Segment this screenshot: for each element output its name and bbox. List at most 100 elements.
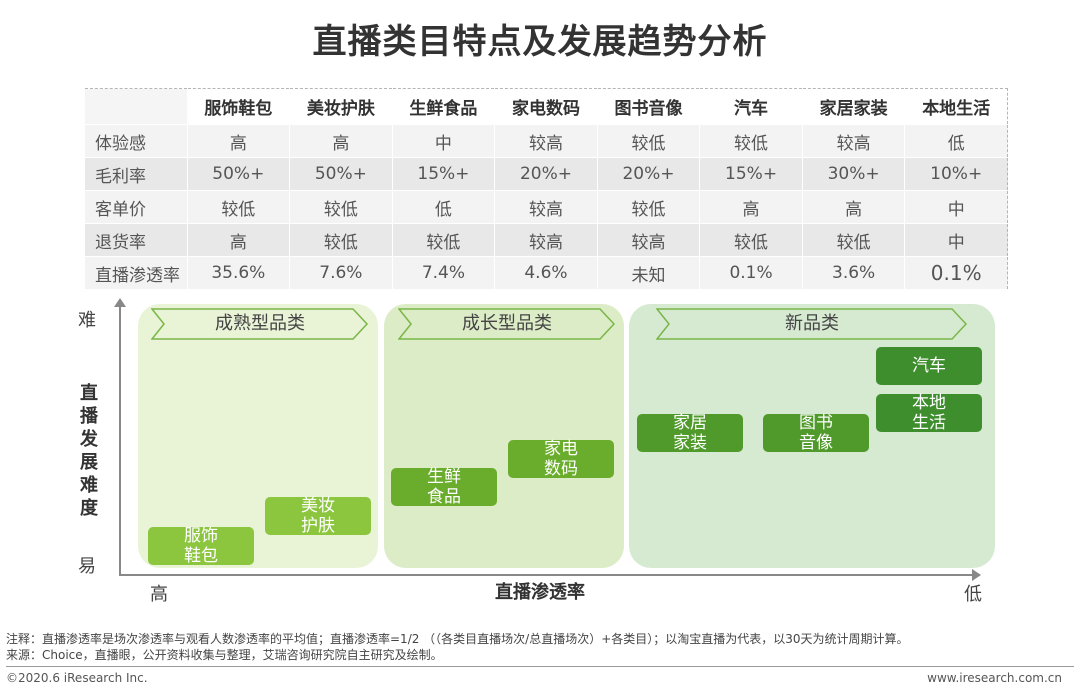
y-axis-title: 直播发展难度	[80, 383, 98, 519]
x-axis-line	[119, 574, 973, 576]
category-box-auto: 汽车	[876, 347, 982, 385]
category-box-label: 服饰鞋包	[183, 526, 218, 566]
category-box-fresh-food: 生鲜食品	[391, 467, 497, 507]
category-box-label: 生鲜食品	[426, 467, 461, 507]
table-cell: 较低	[289, 190, 393, 224]
zone-label-mature: 成熟型品类	[151, 308, 369, 340]
row-label: 客单价	[84, 190, 188, 224]
x-axis-right-label: 低	[964, 584, 982, 605]
note-line: 注释：直播渗透率是场次渗透率与观看人数渗透率的平均值；直播渗透率=1/2 （（各…	[6, 632, 909, 646]
x-axis-left-label: 高	[150, 584, 168, 605]
table-header-cell: 汽车	[699, 88, 803, 125]
row-label: 体验感	[84, 124, 188, 158]
table-cell: 较低	[289, 223, 393, 257]
table-cell: 较高	[596, 223, 700, 257]
table-row: 直播渗透率 35.6% 7.6% 7.4% 4.6% 未知 0.1% 3.6% …	[84, 256, 1008, 290]
table-cell: 7.6%	[289, 256, 393, 290]
table-cell: 0.1%	[904, 256, 1008, 290]
category-box-electronics: 家电数码	[508, 439, 614, 479]
y-axis-line	[119, 304, 121, 576]
table-cell: 较高	[801, 124, 905, 158]
table-cell: 20%+	[494, 157, 598, 191]
table-cell: 较高	[494, 223, 598, 257]
table-cell: 较低	[186, 190, 290, 224]
row-label: 直播渗透率	[84, 256, 188, 290]
table-cell: 7.4%	[391, 256, 495, 290]
table-cell: 中	[391, 124, 495, 158]
table-header-cell: 本地生活	[904, 88, 1008, 125]
category-box-apparel: 服饰鞋包	[148, 526, 254, 566]
chevron-shape	[398, 308, 616, 340]
table-cell: 高	[801, 190, 905, 224]
table-cell: 较低	[699, 124, 803, 158]
table-cell: 中	[904, 190, 1008, 224]
footer-divider	[6, 666, 1074, 667]
table-cell: 30%+	[801, 157, 905, 191]
zone-label-new: 新品类	[656, 308, 968, 340]
category-box-label: 汽车	[911, 356, 946, 376]
category-box-label: 图书音像	[798, 413, 833, 453]
table-cell: 高	[186, 223, 290, 257]
x-axis-arrow-icon	[972, 569, 981, 581]
table-cell: 0.1%	[699, 256, 803, 290]
category-table: 服饰鞋包 美妆护肤 生鲜食品 家电数码 图书音像 汽车 家居家装 本地生活 体验…	[84, 88, 1008, 290]
table-cell: 4.6%	[494, 256, 598, 290]
zone-label-text: 成熟型品类	[215, 313, 305, 334]
table-row: 毛利率 50%+ 50%+ 15%+ 20%+ 20%+ 15%+ 30%+ 1…	[84, 157, 1008, 191]
table-cell: 20%+	[596, 157, 700, 191]
table-header-cell: 图书音像	[596, 88, 700, 125]
table-cell: 50%+	[289, 157, 393, 191]
table-cell: 中	[904, 223, 1008, 257]
table-header-cell: 生鲜食品	[391, 88, 495, 125]
table-cell: 高	[186, 124, 290, 158]
table-cell: 高	[699, 190, 803, 224]
table-cell: 未知	[596, 256, 700, 290]
y-axis-bottom-label: 易	[78, 556, 96, 577]
table-row: 客单价 较低 较低 低 较高 较低 高 高 中	[84, 190, 1008, 224]
table-cell: 35.6%	[186, 256, 290, 290]
table-cell: 较高	[494, 190, 598, 224]
table-cell: 较低	[391, 223, 495, 257]
chevron-shape	[656, 308, 968, 340]
page-title: 直播类目特点及发展趋势分析	[312, 22, 768, 62]
zone-label-text: 成长型品类	[462, 313, 552, 334]
table-cell: 50%+	[186, 157, 290, 191]
category-box-label: 家居家装	[672, 413, 707, 453]
table-cell: 较低	[596, 124, 700, 158]
table-header-cell: 家电数码	[494, 88, 598, 125]
table-header-cell: 服饰鞋包	[186, 88, 290, 125]
copyright: ©2020.6 iResearch Inc.	[6, 671, 148, 685]
table-cell: 15%+	[699, 157, 803, 191]
row-label: 退货率	[84, 223, 188, 257]
table-row: 体验感 高 高 中 较高 较低 较低 较高 低	[84, 124, 1008, 158]
category-box-label: 家电数码	[543, 439, 578, 479]
category-box-beauty: 美妆护肤	[265, 496, 371, 536]
category-box-label: 美妆护肤	[300, 496, 335, 536]
y-axis-top-label: 难	[78, 310, 96, 331]
x-axis-title: 直播渗透率	[495, 582, 585, 603]
table-cell: 15%+	[391, 157, 495, 191]
table-header-cell: 家居家装	[801, 88, 905, 125]
zone-label-text: 新品类	[785, 313, 839, 334]
row-label: 毛利率	[84, 157, 188, 191]
table-cell: 较低	[801, 223, 905, 257]
table-row: 退货率 高 较低 较低 较高 较高 较低 较低 中	[84, 223, 1008, 257]
table-header-cell	[84, 88, 188, 125]
table-header-cell: 美妆护肤	[289, 88, 393, 125]
table-cell: 较低	[596, 190, 700, 224]
category-box-home: 家居家装	[637, 413, 743, 453]
zone-growth	[384, 304, 624, 568]
category-box-local-life: 本地生活	[876, 393, 982, 433]
table-cell: 低	[904, 124, 1008, 158]
category-box-books: 图书音像	[763, 413, 869, 453]
table-cell: 10%+	[904, 157, 1008, 191]
notes: 注释：直播渗透率是场次渗透率与观看人数渗透率的平均值；直播渗透率=1/2 （（各…	[6, 631, 909, 663]
table-cell: 3.6%	[801, 256, 905, 290]
table-cell: 较低	[699, 223, 803, 257]
table-cell: 高	[289, 124, 393, 158]
table-cell: 低	[391, 190, 495, 224]
zone-label-growth: 成长型品类	[398, 308, 616, 340]
y-axis-arrow-icon	[114, 298, 126, 307]
source-line: 来源：Choice，直播眼，公开资料收集与整理，艾瑞咨询研究院自主研究及绘制。	[6, 648, 443, 662]
table-cell: 较高	[494, 124, 598, 158]
